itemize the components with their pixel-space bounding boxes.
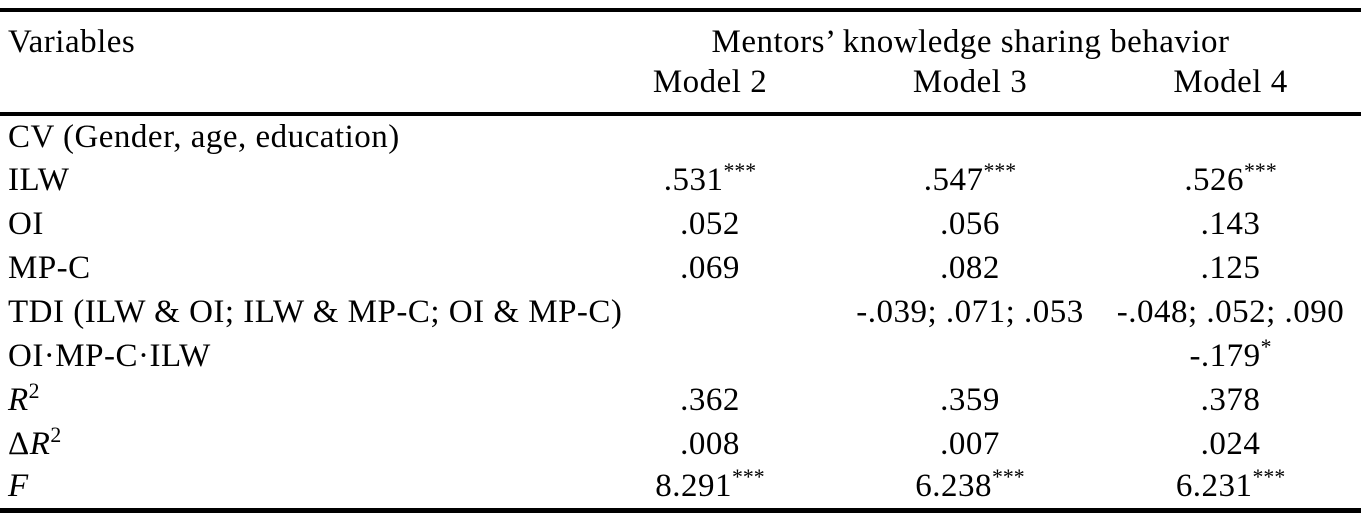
regression-results-table: Variables Mentors’ knowledge sharing beh… <box>0 8 1361 513</box>
cell-value: .362 <box>680 381 740 418</box>
row-label: ΔR2 <box>0 422 580 466</box>
cell-model-4 <box>1100 112 1361 158</box>
table-row-mpc: MP-C .069 .082 .125 <box>0 246 1361 290</box>
table-row-cv: CV (Gender, age, education) <box>0 112 1361 158</box>
cell-model-3: 6.238*** <box>840 466 1100 510</box>
model-4-header: Model 4 <box>1173 64 1288 100</box>
cell-model-3 <box>840 334 1100 378</box>
row-label: CV (Gender, age, education) <box>0 112 580 158</box>
row-label-text: OI <box>8 205 44 242</box>
row-label: OI <box>0 202 580 246</box>
cell-model-3: .082 <box>840 246 1100 290</box>
cell-significance: *** <box>983 158 1017 183</box>
header-row-models: Model 2 Model 3 Model 4 <box>0 64 1361 114</box>
cell-model-2: .052 <box>580 202 840 246</box>
cell-value: .359 <box>940 381 1000 418</box>
cell-model-4: .143 <box>1100 202 1361 246</box>
cell-model-4: .526*** <box>1100 158 1361 202</box>
cell-significance: *** <box>992 465 1025 490</box>
row-label-superscript: 2 <box>28 378 40 403</box>
table-body: CV (Gender, age, education) ILW .531*** … <box>0 112 1361 510</box>
table-row-delta-r-squared: ΔR2 .008 .007 .024 <box>0 422 1361 466</box>
cell-model-2: .069 <box>580 246 840 290</box>
cell-model-3 <box>840 112 1100 158</box>
cell-model-4: .024 <box>1100 422 1361 466</box>
cell-model-2 <box>580 112 840 158</box>
row-label-text: ILW <box>8 161 70 198</box>
cell-model-4: .125 <box>1100 246 1361 290</box>
cell-significance: * <box>1260 334 1272 359</box>
cell-value: 8.291 <box>655 468 733 505</box>
cell-significance: *** <box>1252 465 1286 490</box>
cell-value: .069 <box>680 249 740 286</box>
cell-value: .143 <box>1200 205 1261 242</box>
cell-value: .125 <box>1200 249 1261 286</box>
spanner-header: Mentors’ knowledge sharing behavior <box>711 24 1230 60</box>
cell-value: .056 <box>940 205 1000 242</box>
cell-model-3: .007 <box>840 422 1100 466</box>
cell-value: .007 <box>940 425 1000 462</box>
row-label-text: Δ <box>8 425 30 462</box>
cell-value: -.039; .071; .053 <box>856 293 1084 330</box>
cell-significance: *** <box>732 465 765 490</box>
variables-column-header: Variables <box>8 24 136 60</box>
table-row-oi: OI .052 .056 .143 <box>0 202 1361 246</box>
cell-model-2: .362 <box>580 378 840 422</box>
row-label-text: OI·MP-C·ILW <box>8 337 211 374</box>
cell-model-2: .008 <box>580 422 840 466</box>
row-label-italic: R <box>8 381 29 418</box>
model-3-header: Model 3 <box>912 64 1028 100</box>
cell-value: .024 <box>1200 425 1261 462</box>
row-label: OI·MP-C·ILW <box>0 334 580 378</box>
cell-model-3: .359 <box>840 378 1100 422</box>
cell-model-4: 6.231*** <box>1100 466 1361 510</box>
cell-value: .526 <box>1184 161 1245 198</box>
row-label: ILW <box>0 158 580 202</box>
cell-model-3: -.039; .071; .053 <box>840 290 1100 334</box>
cell-value: .531 <box>663 161 724 198</box>
cell-model-4: -.179* <box>1100 334 1361 378</box>
table-header: Variables Mentors’ knowledge sharing beh… <box>0 10 1361 114</box>
cell-significance: *** <box>723 158 757 183</box>
row-label-superscript: 2 <box>50 422 62 447</box>
row-label-text: MP-C <box>8 249 91 286</box>
cell-value: 6.231 <box>1175 468 1253 505</box>
row-label: F <box>0 466 580 510</box>
cell-value: .052 <box>680 205 740 242</box>
cell-value: .082 <box>940 249 1000 286</box>
cell-model-2: .531*** <box>580 158 840 202</box>
cell-model-4: .378 <box>1100 378 1361 422</box>
cell-significance: *** <box>1244 158 1277 183</box>
model-2-header: Model 2 <box>652 64 768 100</box>
cell-model-2 <box>580 334 840 378</box>
cell-value: -.048; .052; .090 <box>1116 293 1345 330</box>
row-label: MP-C <box>0 246 580 290</box>
table-row-three-way-interaction: OI·MP-C·ILW -.179* <box>0 334 1361 378</box>
cell-model-4: -.048; .052; .090 <box>1100 290 1361 334</box>
row-label-italic: R <box>29 425 51 462</box>
row-label-text: TDI (ILW & OI; ILW & MP-C; OI & MP-C) <box>8 293 623 330</box>
cell-value: 6.238 <box>915 468 993 505</box>
table-row-r-squared: R2 .362 .359 .378 <box>0 378 1361 422</box>
cell-model-2: 8.291*** <box>580 466 840 510</box>
header-row-spanner: Variables Mentors’ knowledge sharing beh… <box>0 10 1361 64</box>
row-label: TDI (ILW & OI; ILW & MP-C; OI & MP-C) <box>0 290 622 334</box>
row-label-text: CV (Gender, age, education) <box>8 118 400 155</box>
table-row-tdi: TDI (ILW & OI; ILW & MP-C; OI & MP-C) -.… <box>0 290 1361 334</box>
table-row-f-statistic: F 8.291*** 6.238*** 6.231*** <box>0 466 1361 510</box>
row-label: R2 <box>0 378 580 422</box>
cell-model-3: .056 <box>840 202 1100 246</box>
cell-model-3: .547*** <box>840 158 1100 202</box>
cell-value: -.179 <box>1189 337 1261 374</box>
table-row-ilw: ILW .531*** .547*** .526*** <box>0 158 1361 202</box>
row-label-italic: F <box>8 468 29 505</box>
cell-value: .008 <box>680 425 740 462</box>
cell-value: .547 <box>923 161 984 198</box>
cell-value: .378 <box>1200 381 1261 418</box>
